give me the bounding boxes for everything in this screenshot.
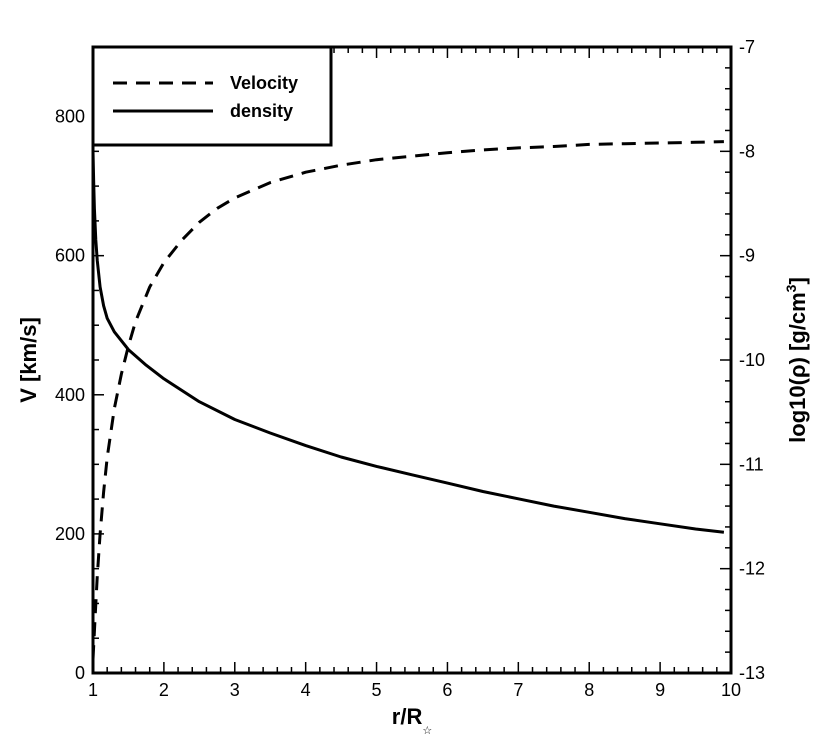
y-right-tick-label: -7 <box>739 37 755 57</box>
series-line-density <box>91 151 725 534</box>
x-axis-title: r/R☆ <box>392 704 433 737</box>
y-right-tick-label: -13 <box>739 663 765 683</box>
x-tick-label: 8 <box>584 680 594 700</box>
y-right-tick-label: -11 <box>739 454 764 474</box>
y-axis-right-title-sup: 3 <box>783 284 799 292</box>
y-right-tick-label: -10 <box>739 350 765 370</box>
x-axis-title-subscript: ☆ <box>422 725 432 737</box>
y-left-tick-label: 400 <box>55 385 85 405</box>
x-tick-label: 1 <box>88 680 98 700</box>
series-line-velocity <box>91 140 724 660</box>
y-right-tick-label: -12 <box>739 559 765 579</box>
x-tick-label: 5 <box>372 680 382 700</box>
y-axis-right-title: log10(ρ) [g/cm3] <box>783 277 810 443</box>
series-lines <box>91 140 725 660</box>
y-right-tick-label: -8 <box>739 141 755 161</box>
x-tick-label: 6 <box>442 680 452 700</box>
legend-label-density: density <box>230 101 293 121</box>
x-tick-label: 7 <box>513 680 523 700</box>
y-left-tick-label: 800 <box>55 107 85 127</box>
y-right-tick-label: -9 <box>739 246 755 266</box>
x-tick-label: 2 <box>159 680 169 700</box>
legend-box <box>91 45 333 147</box>
x-tick-label: 9 <box>655 680 665 700</box>
x-tick-label: 4 <box>301 680 311 700</box>
x-tick-label: 10 <box>721 680 741 700</box>
legend: Velocity density <box>91 45 333 147</box>
y-left-tick-label: 0 <box>75 663 85 683</box>
y-axis-left-title: V [km/s] <box>16 317 41 403</box>
legend-label-velocity: Velocity <box>230 73 298 93</box>
y-left-tick-label: 200 <box>55 524 85 544</box>
y-axis-right-title-main: log10(ρ) [g/cm <box>785 292 810 443</box>
x-axis-title-main: r/R <box>392 704 423 729</box>
y-left-tick-label: 600 <box>55 246 85 266</box>
y-axis-right-title-end: ] <box>785 277 810 284</box>
x-tick-label: 3 <box>230 680 240 700</box>
